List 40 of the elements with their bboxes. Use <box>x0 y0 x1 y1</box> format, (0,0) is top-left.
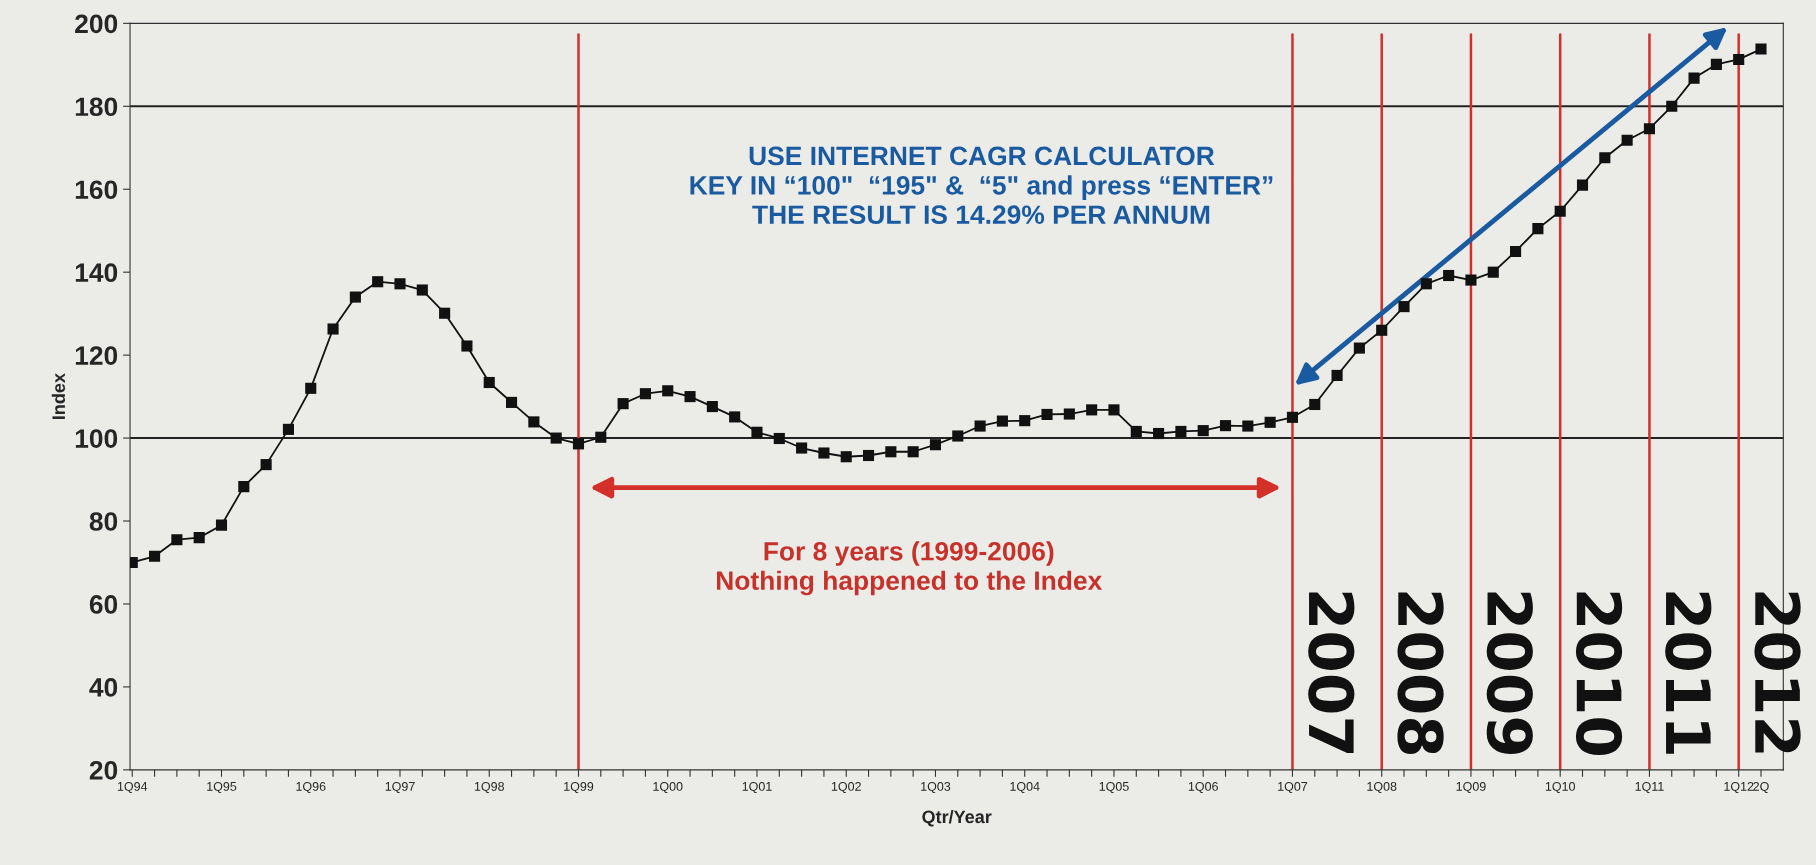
y-tick-label: 160 <box>75 180 118 200</box>
x-tick-label: 1Q05 <box>1099 781 1129 794</box>
x-tick-label: 1Q06 <box>1188 781 1218 794</box>
ref-line-label: 2007 <box>1308 592 1355 753</box>
x-tick-label: 1Q94 <box>117 781 148 794</box>
ref-line-label: 2011 <box>1665 592 1712 754</box>
x-tick-label: 1Q09 <box>1456 781 1486 794</box>
annotation: USE INTERNET CAGR CALCULATOR KEY IN “100" “195" & “5" and press “ENTER” THE RESULT IS 14.29% PER ANNUM <box>690 146 1273 225</box>
x-tick-label: 1Q10 <box>1545 781 1575 794</box>
ref-line-label: 2010 <box>1575 592 1623 755</box>
x-tick-label: 1Q96 <box>296 781 326 794</box>
x-tick-label: 1Q95 <box>207 781 237 794</box>
x-tick-label: 1Q00 <box>653 781 683 794</box>
x-tick-label: 1Q99 <box>564 781 594 794</box>
ref-line-label: 2009 <box>1486 592 1533 754</box>
y-axis-title: Index <box>51 373 66 419</box>
y-tick-label: 200 <box>75 14 118 34</box>
x-tick-label: 1Q11 <box>1635 781 1664 794</box>
y-tick-label: 80 <box>89 512 118 531</box>
ref-line-label: 2008 <box>1397 592 1444 755</box>
y-tick-label: 20 <box>89 760 118 780</box>
y-tick-label: 180 <box>75 97 118 117</box>
x-tick-label: 1Q97 <box>385 781 415 794</box>
x-tick-label: 1Q03 <box>921 781 951 794</box>
x-tick-label: 2Q <box>1753 781 1769 794</box>
ref-line-label: 2012 <box>1754 592 1801 753</box>
annotation: For 8 years (1999-2006) Nothing happened to the Index <box>717 541 1103 596</box>
x-tick-label: 1Q08 <box>1367 781 1397 794</box>
y-tick-label: 140 <box>75 263 118 283</box>
y-tick-label: 60 <box>89 595 118 614</box>
x-tick-label: 1Q02 <box>831 781 861 794</box>
y-tick-label: 120 <box>75 346 118 365</box>
x-tick-label: 1Q98 <box>474 781 504 794</box>
y-tick-label: 40 <box>89 678 118 697</box>
x-tick-label: 1Q01 <box>742 781 772 794</box>
x-tick-label: 1Q12 <box>1724 781 1754 794</box>
x-tick-label: 1Q04 <box>1010 781 1040 794</box>
y-tick-label: 100 <box>75 429 118 448</box>
x-tick-label: 1Q07 <box>1278 781 1308 794</box>
x-axis-title: Qtr/Year <box>922 809 992 827</box>
